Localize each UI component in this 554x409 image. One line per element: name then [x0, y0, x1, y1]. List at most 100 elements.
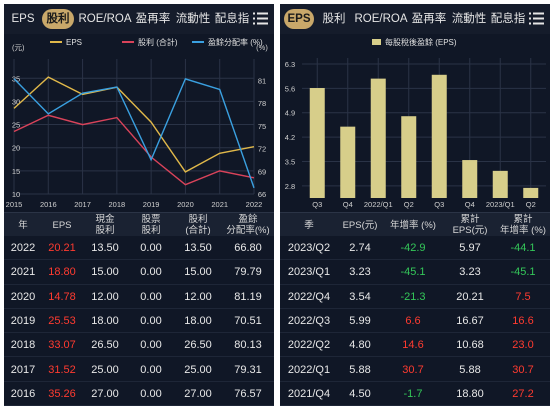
tab-dividend-index[interactable]: 配息指: [490, 13, 526, 25]
column-header-text: (合計): [185, 225, 211, 236]
table-cell: 13.50: [91, 242, 119, 254]
column-header-text: EPS(元): [452, 225, 488, 236]
x-tick-label: 2022/Q1: [364, 200, 393, 209]
tab-eps[interactable]: EPS: [284, 9, 314, 29]
tab-eps[interactable]: EPS: [11, 13, 35, 25]
y-tick-label: 2.8: [285, 182, 295, 191]
dividend-table-header: 年 EPS 現金 股利 股票 股利 股利 (合計) 盈餘 分配率(%): [4, 212, 274, 236]
cumulative-yoy-cell: -45.1: [510, 266, 536, 279]
list-icon[interactable]: [529, 12, 544, 25]
column-header-text: 股利: [188, 214, 208, 225]
tab-dividend-index[interactable]: 配息指: [214, 13, 250, 25]
eps-cell: 2.74: [349, 242, 371, 254]
x-tick-label: Q4: [465, 200, 475, 209]
y-left-tick-label: 30: [12, 97, 20, 106]
x-tick-label: Q2: [526, 200, 536, 209]
series-line: [13, 114, 255, 186]
tab-dividend[interactable]: 股利: [42, 9, 74, 29]
table-cell: 12.00: [184, 290, 212, 303]
dividend-line-chart: EPS 股利 (合計) 盈餘分配率 (%) (元) (%) 353025201510…: [6, 37, 269, 209]
cumulative-eps-cell: 20.21: [456, 290, 484, 303]
table-cell: 0.00: [140, 242, 162, 254]
y-right-tick-label: 78: [258, 99, 266, 108]
y-tick-label: 3.5: [285, 157, 295, 166]
y-tick-label: 6.3: [285, 60, 295, 69]
eps-bar-chart: 每股稅後盈餘 (EPS) 6.3 5.6 4.9 4.2 3.5 2.8 Q3 Q4 2022…: [285, 37, 546, 209]
eps-cell: 4.50: [349, 387, 371, 400]
table-cell: 2022: [10, 242, 36, 254]
column-header-text: 股利: [141, 225, 161, 236]
quarter-cell: 2022/Q4: [287, 290, 331, 303]
quarter-cell: 2021/Q4: [287, 387, 331, 400]
cumulative-eps-cell: 5.88: [459, 363, 481, 376]
cumulative-yoy-cell: -44.1: [510, 242, 536, 254]
eps-bar[interactable]: [340, 126, 356, 198]
eps-bar[interactable]: [431, 74, 447, 198]
quarter-cell: 2023/Q2: [287, 242, 331, 254]
column-header: 年: [4, 213, 42, 237]
y-right-tick-label: 72: [258, 145, 266, 154]
legend-label: 股利 (合計): [138, 37, 178, 47]
y-tick-label: 4.9: [285, 109, 295, 118]
eps-bar[interactable]: [370, 78, 386, 198]
x-tick-label: Q2: [404, 200, 414, 209]
table-cell: 27.00: [91, 387, 119, 400]
legend-item: 股利 (合計): [122, 37, 178, 47]
x-tick-label: 2016: [40, 200, 57, 209]
x-tick-label: 2019: [143, 200, 160, 209]
tab-dividend[interactable]: 股利: [322, 13, 346, 25]
x-tick-label: 2022: [246, 200, 263, 209]
right-axis-unit: (%): [256, 43, 268, 52]
column-header-text: 現金: [95, 214, 115, 225]
table-row: 2019 25.53 18.00 0.00 18.00 70.51: [4, 309, 274, 334]
eps-cell: 5.88: [349, 363, 371, 376]
column-header-text: EPS: [52, 219, 72, 231]
column-header-text: 盈餘: [238, 214, 258, 225]
dividend-panel: EPS 股利 ROE/ROA 盈再率 流動性 配息指 EPS 股利 (合計) 盈餘分…: [4, 4, 274, 406]
table-row: 2017 31.52 25.00 0.00 25.00 79.31: [4, 358, 274, 382]
tab-reinvestment-rate[interactable]: 盈再率: [411, 13, 447, 25]
table-cell: 2019: [10, 314, 36, 327]
legend-label: EPS: [66, 38, 82, 47]
table-row: 2022 20.21 13.50 0.00 13.50 66.80: [4, 236, 274, 261]
eps-bar[interactable]: [462, 160, 478, 198]
table-cell: 18.00: [184, 314, 212, 327]
cumulative-eps-cell: 18.80: [456, 387, 484, 400]
eps-bar[interactable]: [309, 88, 325, 198]
quarter-cell: 2022/Q1: [287, 363, 331, 376]
table-cell: 33.07: [48, 339, 76, 352]
table-cell: 79.79: [234, 266, 262, 279]
x-tick-label: Q3: [312, 200, 322, 209]
table-cell: 15.00: [184, 266, 212, 279]
y-right-tick-label: 69: [258, 167, 266, 176]
cumulative-eps-cell: 5.97: [459, 242, 481, 254]
table-cell: 0.00: [140, 363, 162, 376]
tab-liquidity[interactable]: 流動性: [175, 13, 211, 25]
cumulative-eps-cell: 16.67: [456, 314, 484, 327]
column-header: 年增率 (%): [382, 213, 444, 237]
tab-reinvestment-rate[interactable]: 盈再率: [135, 13, 171, 25]
table-cell: 15.00: [91, 266, 119, 279]
eps-bar[interactable]: [492, 170, 508, 198]
cumulative-eps-cell: 10.68: [456, 339, 484, 352]
eps-bar[interactable]: [523, 187, 539, 198]
eps-bar[interactable]: [401, 116, 417, 198]
x-tick-label: 2021: [211, 200, 228, 209]
column-header-text: EPS(元): [342, 219, 378, 231]
yoy-cell: -21.3: [400, 290, 426, 303]
table-cell: 2021: [10, 266, 36, 279]
table-cell: 2018: [10, 339, 36, 352]
tab-roe-roa[interactable]: ROE/ROA: [354, 13, 408, 25]
legend-item: EPS: [50, 38, 82, 47]
tab-liquidity[interactable]: 流動性: [451, 13, 487, 25]
column-header: 現金 股利: [82, 213, 128, 237]
table-cell: 18.80: [48, 266, 76, 279]
table-row: 2022/Q2 4.80 14.6 10.68 23.0: [280, 333, 550, 358]
tab-roe-roa[interactable]: ROE/ROA: [78, 13, 132, 25]
table-row: 2022/Q4 3.54 -21.3 20.21 7.5: [280, 285, 550, 309]
y-right-tick-label: 75: [258, 122, 266, 131]
series-line: [13, 76, 255, 173]
list-icon[interactable]: [253, 12, 268, 25]
column-header-text: 累計: [513, 214, 533, 225]
tab-bar: EPS 股利 ROE/ROA 盈再率 流動性 配息指: [4, 4, 274, 34]
